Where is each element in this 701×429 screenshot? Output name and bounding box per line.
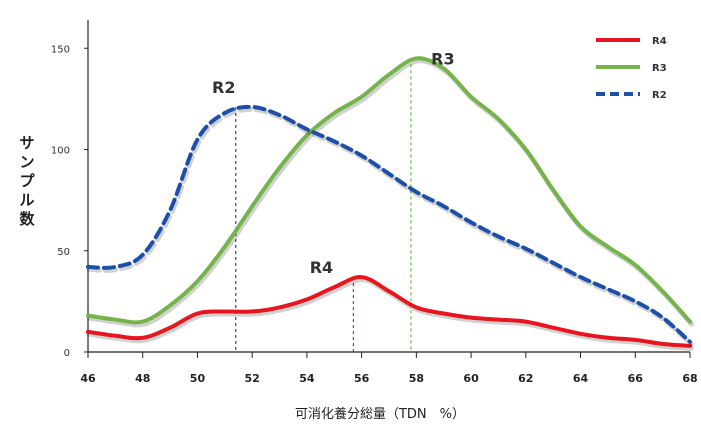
- x-tick-label: 58: [409, 372, 424, 385]
- y-axis-title-char: ル: [19, 191, 34, 209]
- x-tick-label: 46: [80, 372, 96, 385]
- x-tick-label: 56: [354, 372, 370, 385]
- peak-label-r2: R2: [212, 78, 235, 97]
- x-tick-label: 60: [463, 372, 479, 385]
- x-tick-label: 54: [299, 372, 315, 385]
- y-axis-title-char: プ: [19, 172, 35, 190]
- x-tick-label: 64: [573, 372, 589, 385]
- x-tick-label: 66: [628, 372, 644, 385]
- y-axis-title-char: ン: [19, 153, 34, 171]
- y-axis-title-char: サ: [19, 134, 34, 152]
- y-tick-label: 0: [64, 348, 70, 359]
- legend-label-r2: R2: [652, 90, 667, 101]
- peak-label-r4: R4: [310, 258, 333, 277]
- series-line-r3: [86, 56, 692, 325]
- y-tick-label: 100: [51, 146, 70, 157]
- y-tick-label: 50: [57, 247, 70, 258]
- x-tick-label: 68: [682, 372, 697, 385]
- x-tick-label: 62: [518, 372, 533, 385]
- series-line-r2: [86, 104, 692, 344]
- y-axis-title-char: 数: [19, 210, 35, 228]
- series-line-r4: [86, 275, 692, 348]
- series-shadow-r2: [87, 106, 694, 347]
- peak-label-r3: R3: [431, 49, 454, 68]
- y-tick-label: 150: [51, 44, 70, 55]
- x-tick-label: 50: [190, 372, 206, 385]
- legend-label-r4: R4: [652, 36, 667, 47]
- x-tick-label: 52: [245, 372, 260, 385]
- legend-label-r3: R3: [652, 63, 667, 74]
- x-tick-label: 48: [135, 372, 150, 385]
- x-axis-title: 可消化養分総量（TDN %）: [295, 406, 465, 422]
